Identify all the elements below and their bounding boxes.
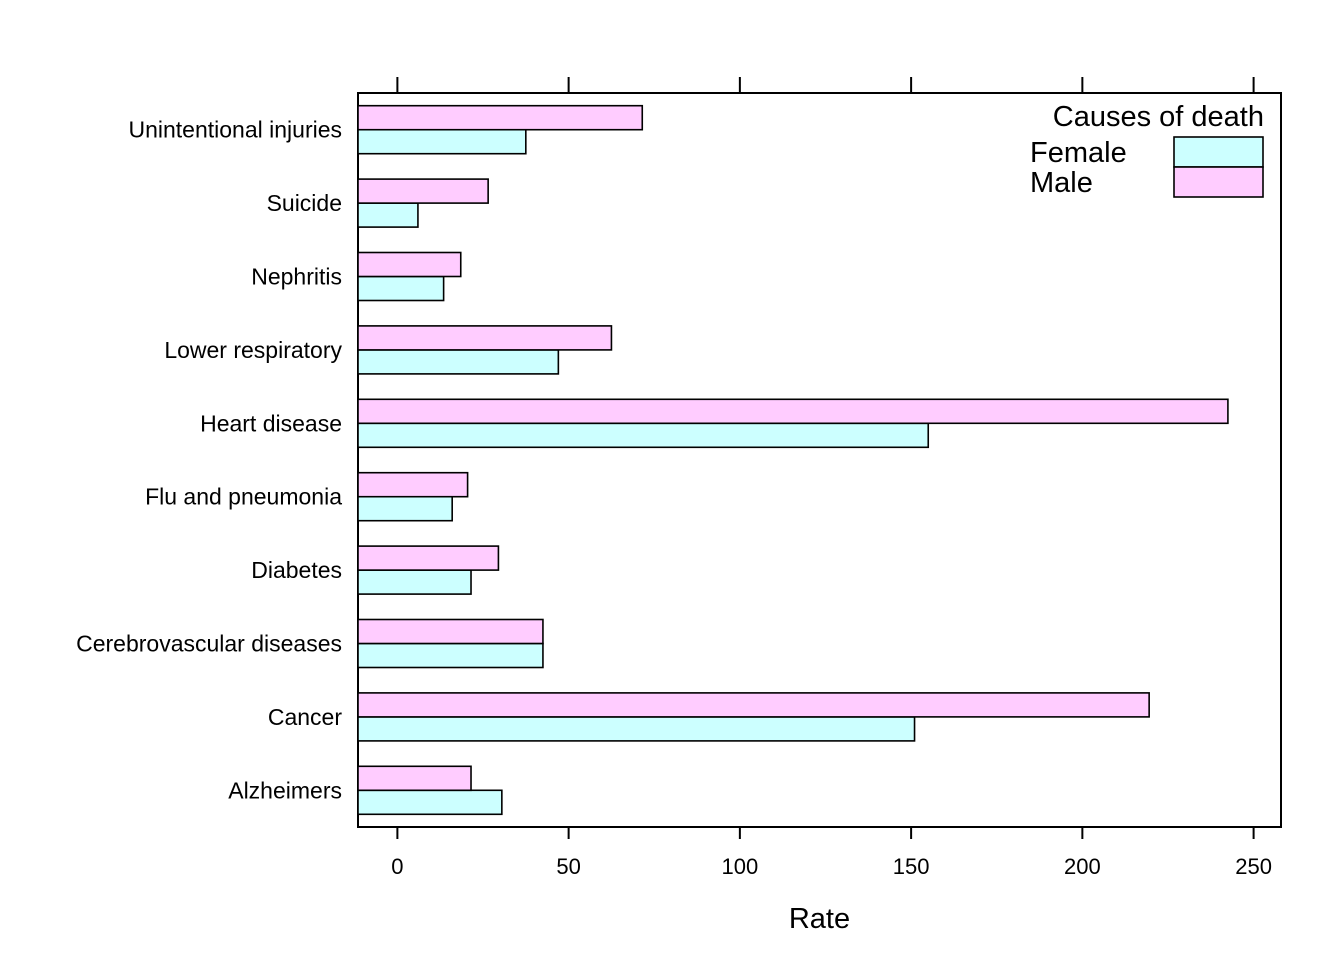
bar-female-alzheimers [357,789,503,816]
bar-male-alzheimers [357,765,472,792]
bar-female-cancer [357,716,916,742]
category-label-cancer: Cancer [268,704,342,730]
legend-label-male: Male [1030,167,1093,199]
legend-label-female: Female [1030,137,1127,169]
bar-female-suicide [357,202,419,228]
category-label-nephritis: Nephritis [251,264,342,290]
bar-female-heart-disease [357,422,930,449]
x-axis-title: Rate [789,903,850,935]
category-label-heart-disease: Heart disease [200,410,342,436]
x-tick-label-150: 150 [893,854,930,879]
bars-layer [357,104,1229,816]
legend-swatch-female [1173,136,1264,168]
x-tick-label-0: 0 [391,854,403,879]
x-tick-label-50: 50 [556,854,580,879]
bar-male-nephritis [357,251,462,278]
x-tick-label-100: 100 [722,854,759,879]
category-label-alzheimers: Alzheimers [228,777,342,803]
category-label-flu-and-pneumonia: Flu and pneumonia [145,484,342,510]
legend-title: Causes of death [1053,101,1264,133]
bar-male-diabetes [357,545,500,571]
bar-female-lower-respiratory [357,349,560,375]
bar-female-cerebrovascular-diseases [357,642,544,669]
bar-male-flu-and-pneumonia [357,471,469,498]
x-tick-label-250: 250 [1235,854,1272,879]
bar-male-unintentional-injuries [357,104,644,131]
category-labels-layer: Alzheimers Cancer Cerebrovascular diseases… [76,117,358,803]
bar-male-heart-disease [357,398,1229,425]
x-tick-label-200: 200 [1064,854,1101,879]
bar-female-diabetes [357,569,472,595]
bar-male-cancer [357,692,1150,718]
category-label-diabetes: Diabetes [251,557,342,583]
bar-female-nephritis [357,275,445,302]
bar-male-cerebrovascular-diseases [357,618,544,645]
bar-female-unintentional-injuries [357,128,527,155]
category-label-unintentional-injuries: Unintentional injuries [128,117,342,143]
bar-female-flu-and-pneumonia [357,495,453,522]
category-label-cerebrovascular-diseases: Cerebrovascular diseases [76,631,342,657]
category-label-suicide: Suicide [267,190,342,216]
ticks-layer: 0 50 100 150 200 250 [391,77,1272,879]
plot-frame [357,92,1282,828]
legend-swatch-male [1173,166,1264,198]
category-label-lower-respiratory: Lower respiratory [164,337,342,363]
bar-male-suicide [357,178,489,204]
bar-male-lower-respiratory [357,325,613,351]
